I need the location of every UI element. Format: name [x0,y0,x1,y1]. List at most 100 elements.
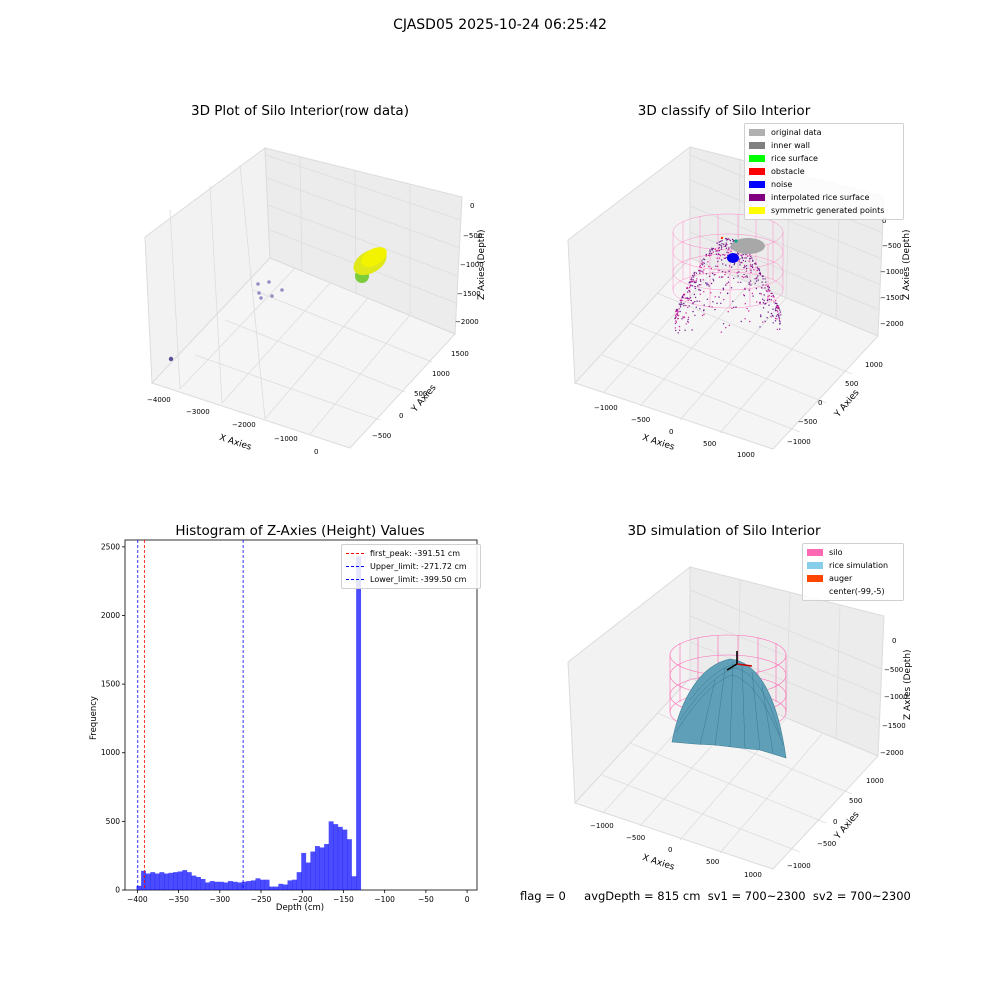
classify-legend: original data inner wall rice surface obsta… [744,123,904,220]
classify-interpolated-point [779,321,781,323]
classify-interpolated-point [762,307,765,309]
classify-interpolated-point [774,302,776,304]
classify-legend-swatch [749,155,765,162]
classify-legend-swatch [749,207,765,214]
histogram-bar [328,821,334,890]
classify-legend-swatch [749,168,765,175]
classify-interpolated-point [714,248,716,250]
classify-interpolated-point [696,300,698,302]
classify-interpolated-point [775,315,778,317]
classify-interpolated-point [711,306,713,308]
classify-legend-entry: inner wall [749,139,899,152]
status-footer: flag = 0 avgDepth = 815 cm sv1 = 700~230… [520,889,911,903]
classify-interpolated-point [779,309,781,311]
histogram-bar [282,884,288,890]
classify-interpolated-point [699,293,701,295]
sim-y-tick-label: −1000 [787,862,811,870]
classify-interpolated-point [772,296,774,298]
classify-interpolated-point [718,296,720,298]
histogram-y-tick-label: 0 [115,886,120,895]
simulation-legend-swatch [807,575,823,582]
simulation-legend-swatch [807,588,823,595]
classify-obstacle-point [720,236,724,240]
classify-interpolated-point [777,304,779,307]
histogram-bar [287,880,293,890]
classify-interpolated-point [746,276,748,278]
classify-interpolated-point [702,272,704,274]
classify-interpolated-point [750,255,752,257]
classify-interpolated-point [727,276,729,278]
classify-interpolated-point [691,277,693,279]
classify-legend-label: original data [771,128,822,137]
classify-interpolated-point [705,253,707,256]
classify-interpolated-point [777,305,779,308]
classify-interpolated-point [731,307,733,309]
classify-interpolated-point [702,270,704,272]
raw-y-tick-label: 0 [399,412,404,420]
classify-interpolated-point [744,276,746,278]
histogram-bar [333,824,339,890]
classify-interpolated-point [759,326,761,328]
classify-interpolated-point [767,285,769,288]
classify-interpolated-point [693,276,695,278]
classify-interpolated-point [778,315,780,317]
histogram-bar [314,846,320,890]
histogram-bar [150,872,156,890]
classify-interpolated-point [748,283,750,285]
classify-interpolated-point [728,270,730,272]
classify-interpolated-point [684,297,686,299]
classify-interpolated-point [695,280,697,282]
classify-interpolated-point [765,281,767,283]
stats-text: avgDepth = 815 cm sv1 = 700~2300 sv2 = 7… [584,889,911,903]
classify-interpolated-point [723,245,725,248]
classify-interpolated-point [737,275,739,277]
simulation-legend-label: rice simulation [829,561,889,570]
simulation-legend-label: center(-99,-5) [829,587,885,596]
classify-interpolated-point [688,290,691,293]
classify-interpolated-point [763,294,765,296]
histogram-bar [209,881,215,890]
classify-interpolated-point [687,316,690,318]
classify-interpolated-point [677,318,679,320]
raw-point [168,356,174,362]
classify-z-tick-label: −500 [882,242,902,250]
classify-interpolated-point [749,320,751,323]
histogram-bar [351,876,357,890]
classify-interpolated-point [760,293,762,295]
classify-interpolated-point [743,276,745,279]
classify-interpolated-point [695,306,697,308]
classify-interpolated-point [693,293,696,296]
classify-interpolated-point [736,272,738,274]
histogram-bar [196,876,201,890]
classify-interpolated-point [744,266,746,268]
classify-interpolated-point [687,318,689,321]
classify-interpolated-point [770,299,772,301]
simulation-legend-entry: auger [807,572,899,585]
classify-interpolated-point [709,275,711,277]
classify-interpolated-point [677,332,679,334]
classify-interpolated-point [776,314,779,316]
classify-z-tick-label: −1500 [880,294,904,302]
classify-interpolated-point [719,292,722,294]
classify-interpolated-point [703,265,705,267]
classify-interpolated-point [711,249,713,251]
simulation-legend-label: silo [829,548,843,557]
classify-z-axis-label: Z Axies (Depth) [902,229,912,300]
classify-interpolated-point [714,296,716,298]
classify-interpolated-point [690,299,692,302]
classify-interpolated-point [701,260,703,262]
histogram-legend-swatch [346,566,364,567]
classify-interpolated-point [755,287,758,290]
classify-interpolated-point [770,316,772,318]
classify-legend-label: inner wall [771,141,811,150]
histogram-bar [301,852,307,890]
classify-interpolated-point [745,253,747,256]
classify-interpolated-point [702,258,704,260]
simulation-legend-label: auger [829,574,853,583]
classify-interpolated-point [742,253,744,256]
classify-interpolated-point [678,303,681,305]
classify-interpolated-point [707,254,710,256]
classify-interpolated-point [720,248,723,250]
simulation-legend-entry: center(-99,-5) [807,585,899,598]
classify-interpolated-point [738,260,740,262]
